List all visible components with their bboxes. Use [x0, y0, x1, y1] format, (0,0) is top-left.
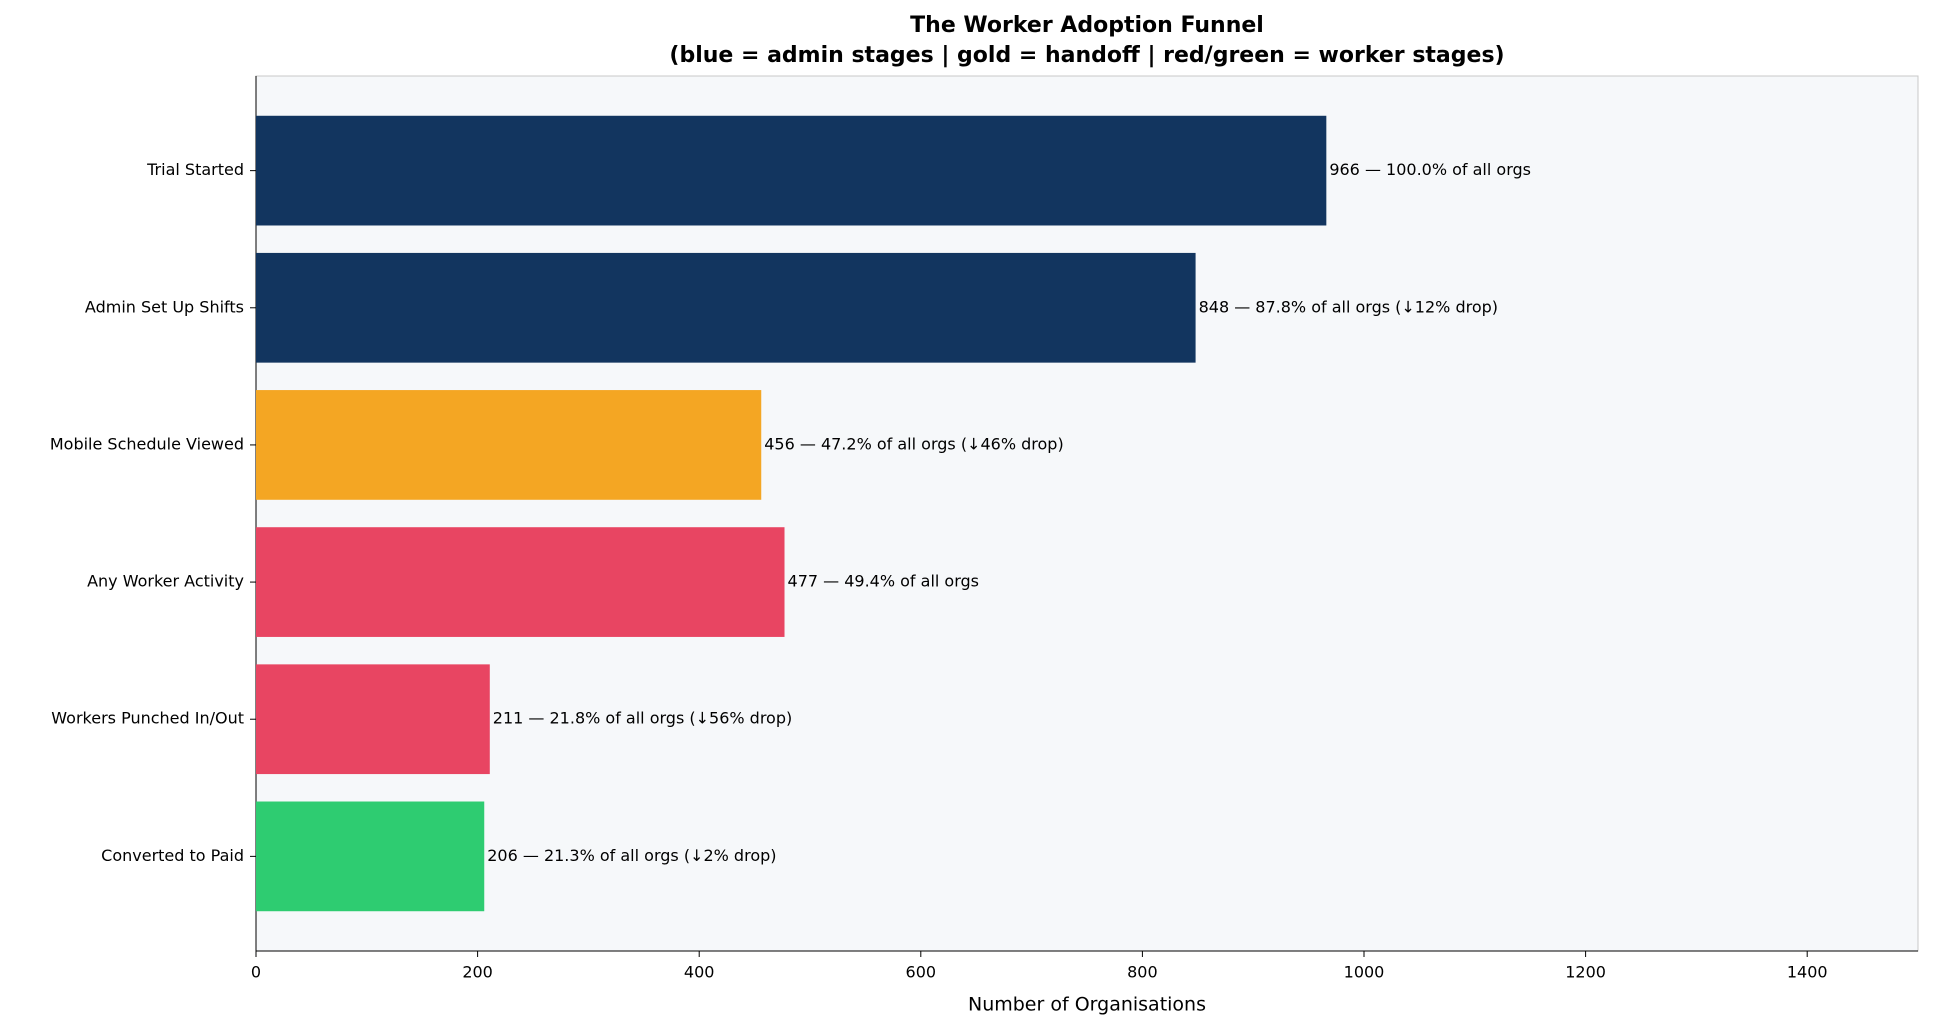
x-tick-label: 200 — [462, 963, 493, 982]
x-tick-label: 1200 — [1565, 963, 1606, 982]
bar — [256, 801, 485, 912]
x-axis-label: Number of Organisations — [968, 994, 1206, 1016]
value-label: 848 — 87.8% of all orgs (↓12% drop) — [1199, 297, 1498, 316]
y-tick-label: Converted to Paid — [101, 846, 244, 865]
value-label: 206 — 21.3% of all orgs (↓2% drop) — [487, 846, 776, 865]
chart-title: The Worker Adoption Funnel — [910, 13, 1264, 38]
x-tick-label: 1000 — [1344, 963, 1385, 982]
x-tick-label: 800 — [1127, 963, 1158, 982]
value-label: 477 — 49.4% of all orgs — [788, 572, 980, 591]
y-tick-label: Mobile Schedule Viewed — [50, 434, 244, 453]
value-label: 456 — 47.2% of all orgs (↓46% drop) — [764, 434, 1063, 453]
bar — [256, 390, 762, 500]
y-tick-label: Admin Set Up Shifts — [85, 297, 244, 316]
y-tick-label: Workers Punched In/Out — [51, 709, 244, 728]
value-label: 211 — 21.8% of all orgs (↓56% drop) — [493, 709, 792, 728]
bar — [256, 252, 1196, 363]
bar — [256, 527, 785, 637]
x-tick-label: 400 — [684, 963, 715, 982]
y-tick-label: Trial Started — [146, 160, 244, 179]
bar — [256, 664, 490, 775]
x-tick-label: 0 — [251, 963, 261, 982]
x-tick-label: 600 — [906, 963, 937, 982]
chart-subtitle: (blue = admin stages | gold = handoff | … — [669, 43, 1504, 68]
value-label: 966 — 100.0% of all orgs — [1329, 160, 1531, 179]
x-tick-label: 1400 — [1787, 963, 1828, 982]
bar — [256, 115, 1327, 226]
y-tick-label: Any Worker Activity — [87, 572, 244, 591]
